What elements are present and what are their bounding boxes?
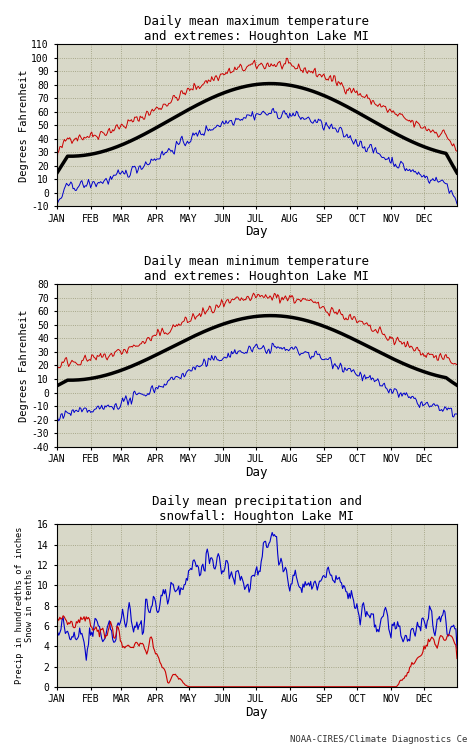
Y-axis label: Precip in hundredths of inches
Snow in tenths: Precip in hundredths of inches Snow in t…: [15, 527, 34, 685]
Text: NOAA-CIRES/Climate Diagnostics Ce: NOAA-CIRES/Climate Diagnostics Ce: [290, 735, 467, 744]
X-axis label: Day: Day: [245, 226, 268, 238]
Title: Daily mean precipitation and
snowfall: Houghton Lake MI: Daily mean precipitation and snowfall: H…: [152, 495, 362, 523]
Y-axis label: Degrees Fahrenheit: Degrees Fahrenheit: [18, 309, 28, 422]
X-axis label: Day: Day: [245, 706, 268, 719]
Y-axis label: Degrees Fahrenheit: Degrees Fahrenheit: [18, 69, 28, 182]
Title: Daily mean maximum temperature
and extremes: Houghton Lake MI: Daily mean maximum temperature and extre…: [144, 15, 369, 43]
Title: Daily mean minimum temperature
and extremes: Houghton Lake MI: Daily mean minimum temperature and extre…: [144, 256, 369, 283]
X-axis label: Day: Day: [245, 466, 268, 478]
